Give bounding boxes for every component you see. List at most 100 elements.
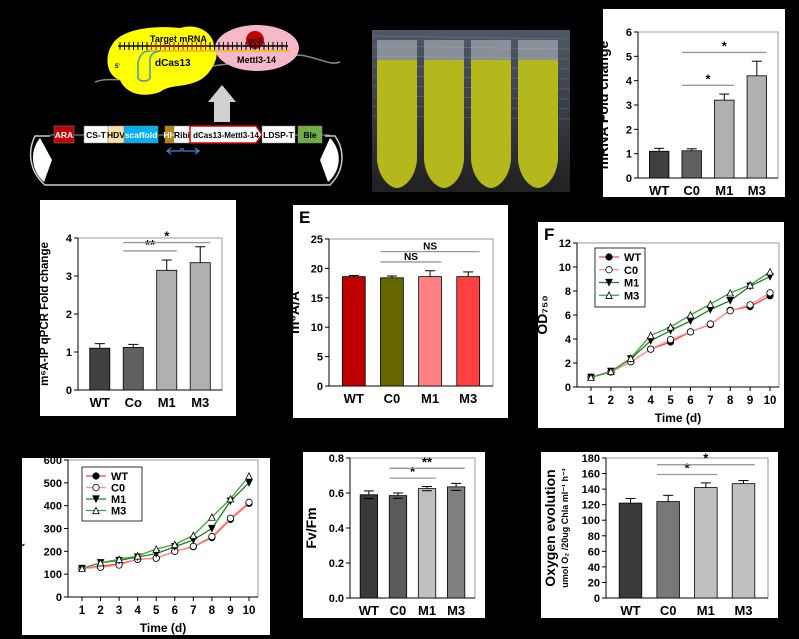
bar-C0 bbox=[388, 495, 408, 599]
tube-top bbox=[518, 40, 558, 60]
data-point bbox=[226, 514, 235, 522]
data-point bbox=[666, 335, 675, 344]
x-tick-label: WT bbox=[344, 391, 364, 406]
y-tick-label: 0 bbox=[66, 385, 72, 397]
x-tick-label: C0 bbox=[390, 603, 407, 618]
y-tick-label: 4 bbox=[565, 334, 572, 346]
mrna-base-ticks bbox=[119, 42, 287, 50]
culture-tube bbox=[377, 60, 417, 188]
y-axis-label: Fv/Fm bbox=[303, 507, 319, 548]
m6a-label: m⁶A bbox=[248, 38, 263, 45]
legend-label: WT bbox=[624, 252, 641, 264]
target-mrna-label: Target mRNA bbox=[150, 34, 207, 44]
data-point bbox=[607, 367, 615, 375]
x-tick-label: 5 bbox=[153, 605, 160, 617]
data-point bbox=[726, 307, 734, 315]
x-tick-label: M3 bbox=[447, 603, 465, 618]
y-tick-label: 0 bbox=[626, 173, 632, 185]
plasmid-part bbox=[53, 125, 75, 144]
x-tick-label: 7 bbox=[190, 605, 196, 617]
data-point bbox=[226, 494, 235, 503]
y-tick-label: 25 bbox=[311, 234, 323, 246]
x-tick-label: 1 bbox=[79, 605, 86, 617]
x-tick-label: Co bbox=[125, 395, 142, 410]
y-tick-label: 0 bbox=[594, 593, 600, 605]
x-tick-label: 2 bbox=[608, 395, 614, 407]
culture-tube bbox=[471, 60, 511, 188]
y-tick-label: 0 bbox=[56, 592, 62, 604]
y-tick-label: 20 bbox=[588, 577, 600, 589]
plasmid-part bbox=[261, 125, 296, 144]
panel-G: 0 100 200 300 400 500 600 Cell count (X 25X10⁴ … bbox=[13, 451, 270, 635]
tube-top bbox=[377, 40, 417, 60]
y-tick-label: 1 bbox=[626, 149, 632, 161]
x-tick-label: WT bbox=[649, 183, 669, 198]
significance-label: ** bbox=[145, 237, 156, 252]
x-tick-label: 10 bbox=[243, 605, 256, 617]
bar-M1 bbox=[418, 276, 442, 387]
data-point bbox=[78, 564, 86, 573]
data-point bbox=[96, 558, 105, 567]
y-tick-label: 600 bbox=[44, 455, 62, 467]
x-tick-label: M3 bbox=[748, 183, 766, 198]
data-point bbox=[626, 354, 635, 362]
plasmid-part-label: dCas13-Mettl3-14 bbox=[193, 131, 259, 140]
plasmid-part-label: ARA bbox=[55, 130, 73, 140]
data-point bbox=[133, 551, 142, 560]
data-point bbox=[92, 506, 100, 515]
x-tick-label: 3 bbox=[628, 395, 634, 407]
five-prime-label: 5' bbox=[115, 64, 120, 70]
plasmid-part bbox=[297, 125, 323, 144]
y-tick-label: 0.2 bbox=[329, 558, 344, 570]
y-tick-label: 100 bbox=[582, 515, 600, 527]
y-tick-label: 0.6 bbox=[329, 488, 344, 500]
x-tick-label: 4 bbox=[647, 395, 654, 407]
x-tick-label: 2 bbox=[97, 605, 103, 617]
y-tick-label: 140 bbox=[582, 484, 600, 496]
legend-label: C0 bbox=[624, 265, 638, 277]
y-tick-label: 6 bbox=[565, 310, 571, 322]
y-tick-label: 2 bbox=[626, 124, 632, 136]
data-point bbox=[245, 498, 253, 506]
culture-tube bbox=[424, 60, 464, 188]
y-tick-label: 60 bbox=[588, 546, 600, 558]
bar-WT bbox=[648, 150, 670, 179]
y-tick-label: 5 bbox=[317, 352, 323, 364]
mrna-strand bbox=[94, 54, 341, 83]
plasmid-end-right bbox=[320, 138, 339, 182]
panel-label: F bbox=[544, 225, 554, 244]
data-point bbox=[245, 479, 253, 487]
x-axis-label: Time (d) bbox=[655, 411, 701, 425]
y-tick-label: 40 bbox=[588, 562, 600, 574]
panel-E: E 0 5 10 15 20 25 m⁶A/A WT C0 M1 M3 NS NS bbox=[286, 205, 508, 418]
x-tick-label: C0 bbox=[384, 391, 401, 406]
series-M3 bbox=[587, 267, 774, 381]
x-tick-label: WT bbox=[620, 603, 640, 618]
data-point bbox=[152, 544, 161, 553]
data-point bbox=[92, 483, 100, 492]
x-tick-label: 9 bbox=[747, 395, 753, 407]
significance-label: * bbox=[684, 460, 690, 475]
data-point bbox=[647, 345, 655, 353]
data-point bbox=[706, 320, 714, 328]
data-point bbox=[766, 267, 774, 276]
y-tick-label: 500 bbox=[44, 478, 62, 490]
bar-M1 bbox=[417, 488, 437, 599]
y-tick-label: 100 bbox=[44, 569, 62, 581]
y-tick-label: 10 bbox=[311, 322, 323, 334]
x-tick-label: M1 bbox=[158, 395, 176, 410]
series-line bbox=[81, 501, 250, 570]
y-tick-label: 0 bbox=[565, 382, 571, 394]
data-point bbox=[208, 512, 216, 521]
bar-M3 bbox=[746, 75, 768, 179]
y-tick-label: 2 bbox=[66, 309, 72, 321]
significance-label: * bbox=[722, 38, 728, 53]
culture-tubes-photo bbox=[371, 30, 571, 192]
bar-M3 bbox=[456, 276, 481, 387]
data-point bbox=[605, 266, 613, 274]
data-point bbox=[170, 540, 179, 549]
tube-top bbox=[471, 40, 511, 60]
